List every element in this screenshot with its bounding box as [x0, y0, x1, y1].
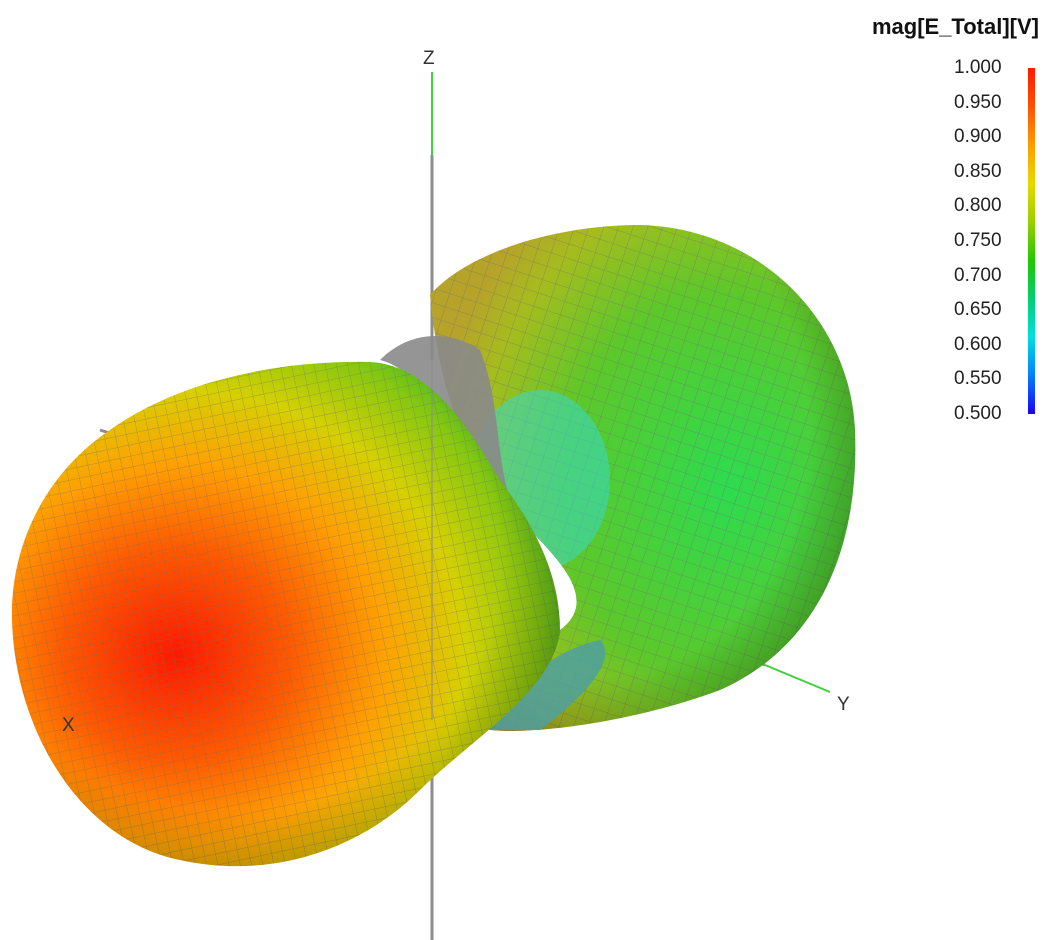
colorbar-tick-label: 0.750 — [954, 230, 1002, 251]
colorbar-tick-label: 0.850 — [954, 160, 1002, 182]
colorbar-tick-label: 0.500 — [954, 403, 1002, 424]
colorbar-tick-label: 0.550 — [954, 368, 1002, 390]
y-axis-label: Y — [837, 694, 850, 715]
colorbar-tick-label: 0.950 — [954, 91, 1002, 113]
colorbar-title: mag[E_Total][V] — [871, 14, 1039, 39]
colorbar-tick-label: 0.650 — [954, 299, 1002, 321]
x-axis-label: X — [62, 715, 75, 736]
colorbar-tick-label: 0.800 — [954, 195, 1002, 217]
colorbar: 1.000 0.950 0.900 0.850 0.800 0.750 0.700 0.650… — [940, 58, 1040, 424]
colorbar-tick-label: 0.600 — [954, 333, 1002, 355]
colorbar-tick-label: 1.000 — [954, 57, 1002, 78]
y-axis-tip — [764, 664, 831, 693]
colorbar-tick-label: 0.900 — [954, 126, 1002, 148]
colorbar-gradient — [1028, 68, 1035, 414]
z-axis-label: Z — [423, 48, 435, 69]
colorbar-tick-label: 0.700 — [954, 264, 1002, 286]
